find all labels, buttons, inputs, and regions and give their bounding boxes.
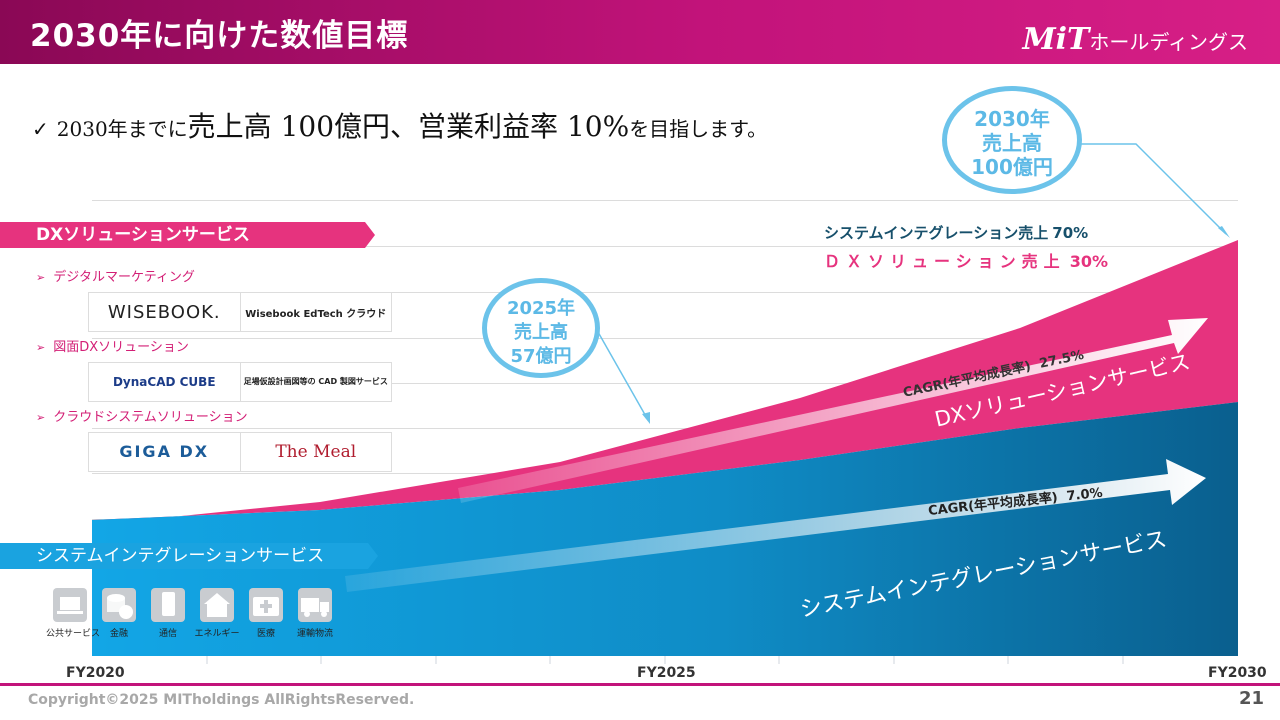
x-axis-ticks	[206, 656, 1124, 664]
logo-mark: MiT	[1022, 22, 1090, 57]
connector-2025	[597, 331, 649, 421]
dynacad-logo: DynaCAD CUBE	[89, 363, 241, 401]
si-industry-list: 公共サービス 金融 通信 エネルギー 医療 運輸物流	[46, 588, 340, 639]
tick-label-fy2020: FY2020	[66, 665, 125, 681]
industry-public-service: 公共サービス	[46, 588, 100, 639]
house-energy-icon	[200, 588, 234, 622]
medical-kit-icon	[249, 588, 283, 622]
target-2030-bubble: 2030年 売上高 100億円	[942, 86, 1082, 194]
industry-telecom: 通信	[144, 588, 192, 639]
bullet-arrow-icon: ➢	[36, 271, 46, 284]
gridline	[92, 428, 1238, 429]
connector-2030	[1078, 143, 1227, 235]
si-growth-arrow	[345, 459, 1206, 592]
category-drawing-dx: ➢ 図面DXソリューション	[36, 340, 189, 355]
logo-row-drawing-dx: DynaCAD CUBE 足場仮設計画図等の CAD 製図サービス	[88, 362, 392, 402]
company-logo: MiTホールディングス	[1022, 22, 1248, 57]
industry-logistics: 運輸物流	[291, 588, 339, 639]
coins-icon	[102, 588, 136, 622]
cad-drafting-logo: 足場仮設計画図等の CAD 製図サービス	[243, 377, 388, 386]
laptop-icon	[53, 588, 87, 622]
bullet-arrow-icon: ➢	[36, 411, 46, 424]
gridline	[92, 338, 1238, 339]
gridline	[92, 246, 1238, 247]
gridline	[92, 383, 1238, 384]
target-2025-bubble: 2025年 売上高 57億円	[482, 278, 600, 378]
page-number: 21	[1238, 688, 1264, 709]
wisebook-logo: WISEBOOK.	[89, 293, 241, 331]
gridline	[92, 200, 1238, 201]
headline-sep: 、	[390, 110, 419, 143]
dx-product-list: ➢ デジタルマーケティング WISEBOOK. Wisebook EdTech ク…	[36, 266, 396, 478]
dx-service-banner: DXソリューションサービス	[0, 222, 375, 248]
industry-medical: 医療	[242, 588, 290, 639]
category-digital-marketing: ➢ デジタルマーケティング	[36, 270, 195, 285]
gridline	[92, 292, 1238, 293]
copyright-text: Copyright©2025 MITholdings AllRightsRese…	[28, 692, 415, 708]
footer-rule	[0, 683, 1280, 686]
logo-row-digital-marketing: WISEBOOK. Wisebook EdTech クラウド	[88, 292, 392, 332]
headline: ✓ 2030年までに売上高 100億円、営業利益率 10%を目指します。	[32, 105, 767, 145]
category-cloud-system: ➢ クラウドシステムソリューション	[36, 410, 248, 425]
smartphone-icon	[151, 588, 185, 622]
logo-row-cloud-system: GIGA DX The Meal	[88, 432, 392, 472]
tick-label-fy2030: FY2030	[1208, 665, 1267, 681]
industry-energy: エネルギー	[193, 588, 241, 639]
the-meal-logo: The Meal	[275, 442, 357, 462]
dx-growth-arrow	[458, 318, 1208, 503]
wisebook-edtech-logo: Wisebook EdTech クラウド	[245, 308, 387, 320]
logo-text: ホールディングス	[1089, 30, 1248, 54]
headline-prefix: 2030年までに	[56, 117, 188, 141]
headline-margin: 営業利益率 10%	[418, 110, 630, 143]
dx-area	[92, 240, 1238, 525]
headline-sales: 売上高 100億円	[187, 110, 391, 143]
headline-suffix: を目指します。	[629, 117, 768, 141]
bullet-arrow-icon: ➢	[36, 341, 46, 354]
si-service-banner: システムインテグレーションサービス	[0, 543, 378, 569]
truck-icon	[298, 588, 332, 622]
page-title: 2030年に向けた数値目標	[30, 18, 409, 54]
header-bar: 2030年に向けた数値目標 MiTホールディングス	[0, 0, 1280, 64]
si-area	[92, 402, 1238, 656]
dx-revenue-share: ＤＸソリューション売上 30%	[824, 252, 1108, 271]
industry-finance: 金融	[95, 588, 143, 639]
tick-label-fy2025: FY2025	[637, 665, 696, 681]
gigadx-logo: GIGA DX	[89, 433, 241, 471]
check-icon: ✓	[32, 117, 49, 141]
si-revenue-share: システムインテグレーション売上 70%	[824, 224, 1089, 242]
